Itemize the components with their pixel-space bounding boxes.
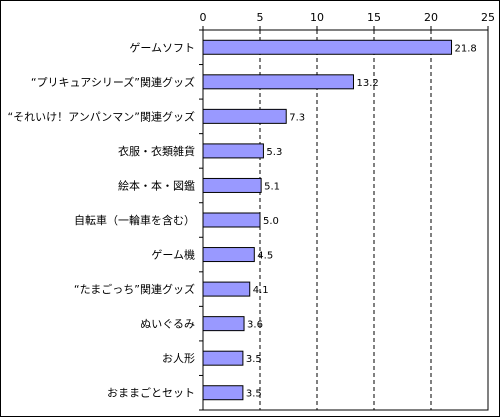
bar (202, 247, 255, 263)
x-tick-label: 15 (367, 11, 381, 24)
x-tick-label: 10 (310, 11, 324, 24)
category-label: “プリキュアシリーズ”関連グッズ (31, 75, 195, 89)
category-label: 自転車（一輪車を含む） (74, 213, 195, 227)
bar (202, 385, 244, 401)
bar (202, 212, 261, 228)
value-label: 3.6 (247, 320, 263, 331)
bar (202, 316, 245, 332)
value-label: 5.3 (266, 147, 282, 158)
category-label: ゲームソフト (129, 41, 195, 54)
value-label: 4.1 (253, 285, 269, 296)
x-tick-label: 5 (257, 11, 264, 24)
value-label: 13.2 (356, 78, 378, 89)
value-label: 5.0 (263, 216, 279, 227)
x-tick-label: 20 (424, 11, 438, 24)
bar (202, 74, 354, 90)
category-label: 絵本・本・図鑑 (118, 178, 195, 192)
x-tick-label: 0 (200, 11, 207, 24)
category-label: “それいけ！アンパンマン”関連グッズ (7, 109, 195, 123)
category-label: ゲーム機 (151, 248, 195, 262)
value-label: 21.8 (455, 43, 477, 54)
bar (202, 350, 244, 366)
value-label: 4.5 (257, 251, 273, 262)
x-tick-label: 25 (481, 11, 495, 24)
category-label: お人形 (162, 352, 195, 365)
bar (202, 39, 453, 55)
value-label: 3.5 (246, 354, 262, 365)
bar (202, 177, 262, 193)
bar (202, 281, 251, 297)
bar (202, 108, 287, 124)
category-label: おままごとセット (107, 386, 195, 400)
category-label: ぬいぐるみ (140, 318, 195, 331)
value-label: 5.1 (264, 181, 280, 192)
category-label: 衣服・衣類雑貨 (118, 144, 195, 158)
value-label: 3.5 (246, 389, 262, 400)
value-label: 7.3 (289, 112, 305, 123)
category-label: “たまごっち”関連グッズ (74, 282, 195, 296)
bar (202, 143, 264, 159)
